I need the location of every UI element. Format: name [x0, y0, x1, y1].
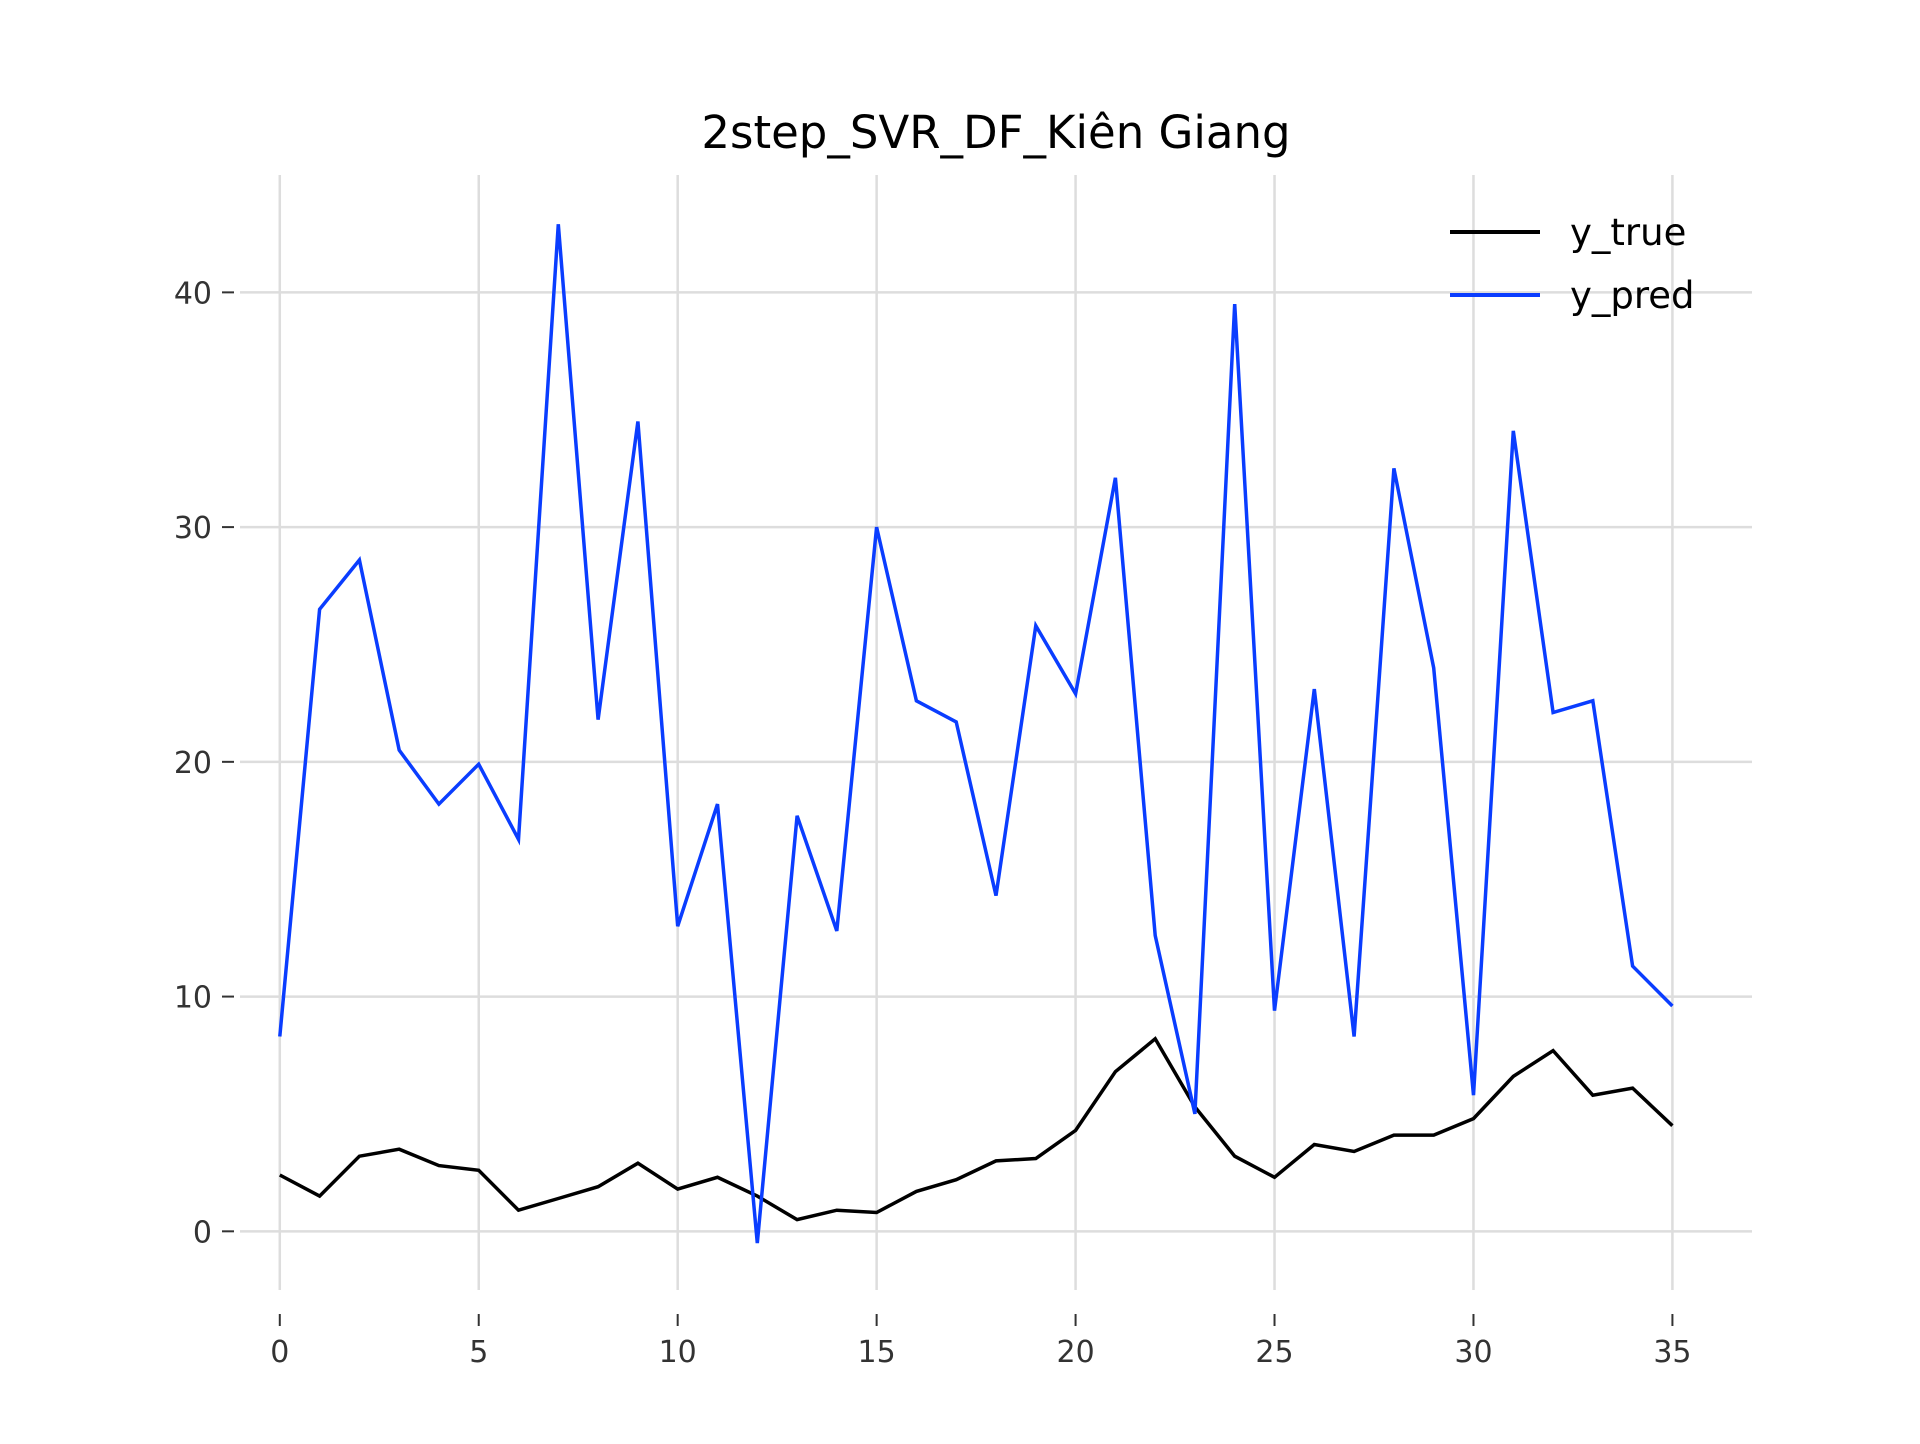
- grid: [240, 175, 1752, 1290]
- x-tick-label: 5: [469, 1335, 488, 1370]
- x-tick-label: 30: [1454, 1335, 1492, 1370]
- y-tick-label: 10: [174, 981, 212, 1016]
- y-tick-label: 0: [193, 1215, 212, 1250]
- legend-label-y-true: y_true: [1570, 211, 1686, 254]
- y-tick-label: 40: [174, 276, 212, 311]
- x-tick-label: 10: [659, 1335, 697, 1370]
- series-line-y-true: [278, 1036, 1674, 1222]
- y-tick-label: 30: [174, 511, 212, 546]
- x-tick-label: 25: [1255, 1335, 1293, 1370]
- y-tick-label: 20: [174, 746, 212, 781]
- series-line-y-pred: [278, 224, 1674, 1244]
- x-tick-label: 0: [270, 1335, 289, 1370]
- chart-title: 2step_SVR_DF_Kiên Giang: [701, 106, 1290, 159]
- legend-label-y-pred: y_pred: [1570, 274, 1695, 317]
- x-tick-label: 20: [1056, 1335, 1094, 1370]
- x-tick-label: 15: [858, 1335, 896, 1370]
- x-tick-label: 35: [1653, 1335, 1691, 1370]
- series-lines: [278, 224, 1674, 1244]
- axes: 0 5 10 15 20 25 30 35 0 10 20 30 40: [174, 276, 1692, 1370]
- legend: y_true y_pred: [1450, 211, 1695, 317]
